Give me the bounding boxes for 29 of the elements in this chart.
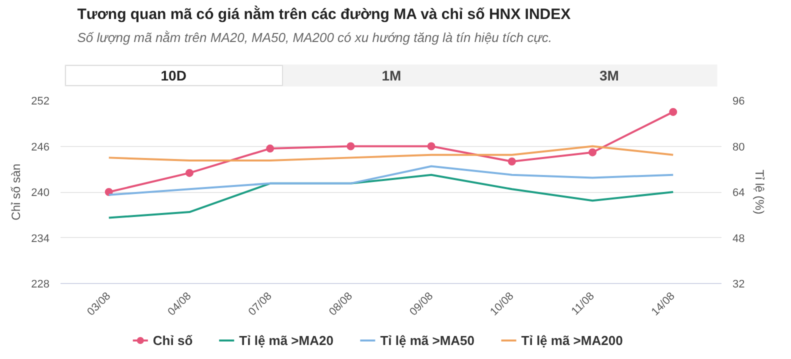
y-axis-title: Chỉ số sàn bbox=[9, 164, 24, 220]
point bbox=[266, 144, 274, 153]
y-tick-label: 234 bbox=[31, 232, 50, 245]
y2-tick-label: 80 bbox=[732, 141, 745, 154]
line-series bbox=[108, 145, 674, 162]
legend-label: Tỉ lệ mã >MA200 bbox=[521, 333, 623, 348]
legend-label: Chỉ số bbox=[152, 333, 193, 348]
point bbox=[427, 142, 436, 150]
y2-tick-label: 48 bbox=[732, 232, 745, 245]
text: 3M bbox=[600, 68, 619, 84]
chart-title: Tương quan mã có giá nằm trên các đường MA và chỉ số HNX INDEX bbox=[77, 5, 571, 23]
point bbox=[508, 158, 516, 166]
chart-subtitle: Số lượng mã nằm trên MA20, MA50, MA200 có xu hướng tăng là tín hiệu tích cực. bbox=[77, 30, 552, 45]
text: 10D bbox=[160, 68, 186, 84]
text: 1M bbox=[382, 68, 402, 84]
y2-axis-title: Tỉ lệ (%) bbox=[752, 170, 767, 214]
y2-tick-label: 96 bbox=[732, 96, 745, 108]
y2-tick-label: 64 bbox=[732, 187, 745, 199]
point bbox=[346, 142, 355, 150]
y-tick-label: 252 bbox=[31, 96, 50, 108]
y-tick-label: 246 bbox=[31, 141, 50, 154]
legend-label: Tỉ lệ mã >MA20 bbox=[239, 333, 334, 348]
point bbox=[588, 148, 597, 156]
legend-label: Tỉ lệ mã >MA50 bbox=[380, 333, 475, 348]
point bbox=[669, 108, 678, 116]
point bbox=[185, 168, 194, 177]
y-tick-label: 240 bbox=[31, 187, 50, 199]
y-tick-label: 228 bbox=[31, 278, 50, 290]
y2-tick-label: 32 bbox=[732, 278, 745, 290]
